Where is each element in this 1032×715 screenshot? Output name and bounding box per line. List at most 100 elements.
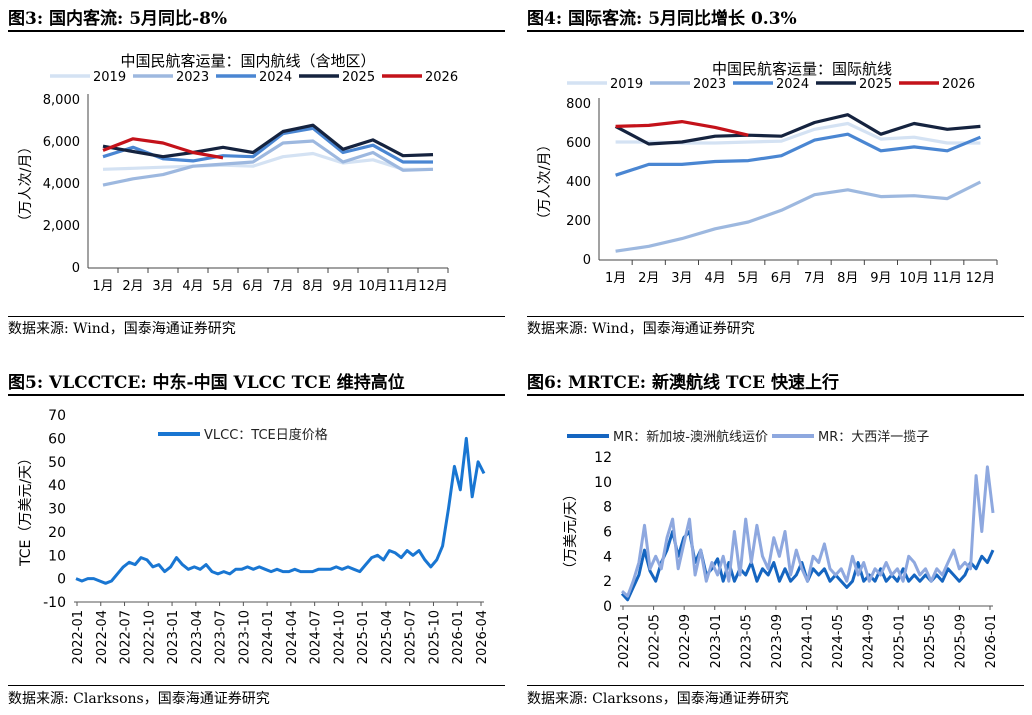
x-tick-label: 2025-10 (427, 610, 442, 664)
source-note: 数据来源: Clarksons，国泰海通证券研究 (527, 691, 789, 707)
x-tick-label: 3月 (671, 271, 692, 286)
y-axis-label: （万人次/月） (537, 138, 553, 227)
y-tick-label: 200 (566, 214, 591, 229)
x-tick-label: 2022-01 (617, 614, 632, 668)
x-tick-label: 2025-07 (404, 610, 419, 664)
y-axis-label: （万美元/天） (563, 487, 579, 576)
y-tick-label: 50 (48, 455, 66, 471)
x-tick-label: 2025-01 (892, 614, 907, 668)
x-tick-label: 2022-01 (71, 610, 86, 664)
x-tick-label: 2022-09 (678, 614, 693, 668)
x-tick-label: 11月 (932, 271, 962, 286)
y-tick-label: 10 (594, 475, 612, 491)
x-tick-label: 4月 (182, 279, 203, 294)
x-tick-label: 8月 (302, 279, 323, 294)
y-axis-label: （万人次/月） (18, 140, 34, 229)
x-tick-label: 5月 (738, 271, 759, 286)
panel-international: 图4: 国际客流: 5月同比增长 0.3% 中国民航客运量：国际航线 2019 20… (527, 4, 1024, 344)
vlcc-chart: VLCC：TCE日度价格 -10 0 10 20 30 40 50 60 70 2022-01 202… (18, 408, 490, 664)
x-tick-label: 2025-04 (380, 610, 395, 664)
y-tick-label: 40 (48, 478, 66, 494)
legend-label-2019: 2019 (93, 70, 126, 85)
x-tick-label: 2024-05 (831, 614, 846, 668)
x-tick-label: 2025-01 (356, 610, 371, 664)
x-tick-label: 2024-10 (332, 610, 347, 664)
x-tick-label: 8月 (837, 271, 858, 286)
x-tick-label: 12月 (418, 279, 448, 294)
source-rule (527, 685, 1024, 686)
x-tick-label: 2023-10 (237, 610, 252, 664)
x-tick-label: 12月 (966, 271, 996, 286)
x-tick-label: 2024-07 (309, 610, 324, 664)
y-tick-label: 0 (57, 572, 66, 588)
x-tick-label: 2022-10 (142, 610, 157, 664)
y-tick-label: 0 (583, 253, 591, 268)
y-tick-label: 0 (72, 261, 80, 276)
source-note: 数据来源: Wind，国泰海通证券研究 (8, 321, 236, 337)
legend-label-2024: 2024 (776, 77, 809, 92)
x-tick-label: 2月 (638, 271, 659, 286)
x-tick-label: 6月 (242, 279, 263, 294)
x-tick-label: 2022-07 (119, 610, 134, 664)
y-tick-label: 2 (603, 574, 612, 590)
legend-label-2025: 2025 (859, 77, 892, 92)
title-rule (8, 394, 505, 396)
y-tick-label: 8,000 (43, 93, 80, 108)
panel-mr: 图6: MRTCE: 新澳航线 TCE 快速上行 MR：新加坡-澳洲航线运价 MR… (527, 368, 1024, 713)
x-tick-label: 2024-01 (261, 610, 276, 664)
x-tick-label: 3月 (152, 279, 173, 294)
title-rule (527, 30, 1024, 32)
panel-domestic: 图3: 国内客流: 5月同比-8% 中国民航客运量：国内航线（含地区） 2019 2… (8, 4, 505, 344)
series-line-2025 (102, 123, 434, 159)
panel-title: 图5: VLCCTCE: 中东-中国 VLCC TCE 维持高位 (8, 373, 405, 393)
x-tick-label: 2023-09 (770, 614, 785, 668)
series-line-2019 (102, 151, 433, 171)
x-tick-label: 2022-05 (648, 614, 663, 668)
x-tick-label: 10月 (358, 279, 388, 294)
y-tick-label: 4,000 (43, 177, 80, 192)
x-tick-label: 2023-05 (739, 614, 754, 668)
x-tick-label: 7月 (272, 279, 293, 294)
y-tick-label: 60 (48, 431, 66, 447)
legend-label-2023: 2023 (693, 77, 726, 92)
legend-label: VLCC：TCE日度价格 (204, 427, 328, 443)
series-line-2023 (615, 180, 982, 253)
legend-label-2025: 2025 (342, 70, 375, 85)
x-tick-label: 1月 (605, 271, 626, 286)
series-line-2024 (615, 132, 982, 177)
title-rule (8, 30, 505, 32)
series-line-2025 (614, 113, 981, 146)
y-tick-label: 4 (603, 549, 612, 565)
x-tick-label: 2023-01 (709, 614, 724, 668)
title-rule (527, 394, 1024, 396)
y-tick-label: -10 (43, 595, 66, 611)
x-tick-label: 2026-04 (475, 610, 490, 664)
y-tick-label: 2,000 (43, 219, 80, 234)
x-tick-label: 7月 (804, 271, 825, 286)
legend-label-2023: 2023 (176, 70, 209, 85)
x-tick-label: 2026-01 (451, 610, 466, 664)
source-rule (8, 316, 505, 317)
y-tick-label: 70 (48, 408, 66, 424)
y-tick-label: 12 (594, 450, 612, 466)
x-tick-label: 2023-07 (214, 610, 229, 664)
legend-label-2024: 2024 (259, 70, 292, 85)
source-rule (8, 685, 505, 686)
x-tick-label: 2025-05 (923, 614, 938, 668)
legend-label: MR：新加坡-澳洲航线运价 (613, 429, 768, 445)
panel-vlcc: 图5: VLCCTCE: 中东-中国 VLCC TCE 维持高位 VLCC：TC… (8, 368, 505, 713)
x-tick-label: 4月 (704, 271, 725, 286)
source-rule (527, 316, 1024, 317)
y-tick-label: 800 (566, 97, 591, 112)
x-tick-label: 1月 (92, 279, 113, 294)
y-tick-label: 600 (566, 136, 591, 151)
y-tick-label: 20 (48, 525, 66, 541)
y-tick-label: 6,000 (43, 135, 80, 150)
series-line (75, 436, 486, 585)
series-line-2023 (102, 139, 434, 187)
y-axis-label: TCE（万美元/天） (18, 451, 34, 567)
x-tick-label: 9月 (332, 279, 353, 294)
y-tick-label: 400 (566, 175, 591, 190)
y-tick-label: 6 (603, 525, 612, 541)
x-tick-label: 2023-04 (190, 610, 205, 664)
